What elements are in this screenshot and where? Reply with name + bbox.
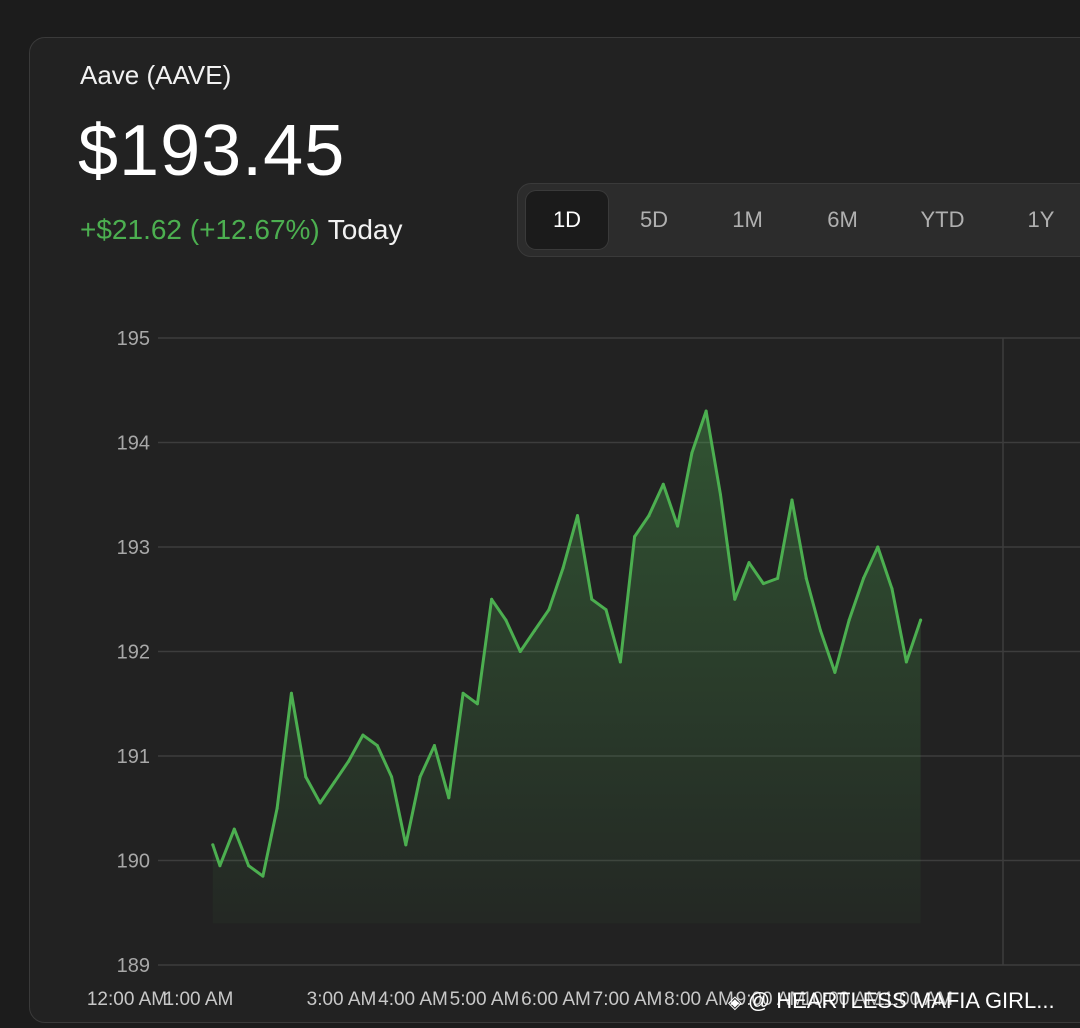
time-range-selector: 1D 5D 1M 6M YTD 1Y — [517, 183, 1080, 257]
price-point — [218, 864, 222, 868]
price-change: +$21.62 (+12.67%) — [80, 214, 320, 245]
x-tick-label: 6:00 AM — [521, 989, 591, 1010]
price-point — [819, 629, 823, 633]
price-point — [261, 874, 265, 878]
y-tick-label: 189 — [117, 955, 150, 977]
x-tick-label: 1:00 AM — [164, 989, 234, 1010]
price-point — [790, 498, 794, 502]
price-point — [561, 566, 565, 570]
price-point — [432, 744, 436, 748]
price-point — [704, 409, 708, 413]
price-point — [575, 514, 579, 518]
x-tick-label: 12:00 AM — [87, 989, 167, 1010]
x-tick-label: 4:00 AM — [378, 989, 448, 1010]
price-point — [876, 545, 880, 549]
x-tick-label: 8:00 AM — [664, 989, 734, 1010]
current-price: $193.45 — [78, 111, 346, 191]
range-tab-5d[interactable]: 5D — [639, 207, 669, 232]
y-tick-label: 194 — [117, 433, 150, 455]
range-tab-1d[interactable]: 1D — [526, 191, 608, 249]
price-point — [461, 691, 465, 695]
watermark-text: @ HEARTLESS MAFIA GIRL... — [747, 988, 1055, 1013]
x-tick-label: 7:00 AM — [593, 989, 663, 1010]
price-point — [776, 576, 780, 580]
price-point — [447, 796, 451, 800]
price-point — [361, 733, 365, 737]
price-point — [590, 597, 594, 601]
price-point — [676, 524, 680, 528]
price-point — [604, 608, 608, 612]
y-tick-label: 191 — [117, 746, 150, 768]
price-change-row: +$21.62 (+12.67%) Today — [80, 214, 402, 246]
x-tick-label: 3:00 AM — [307, 989, 377, 1010]
y-tick-label: 190 — [117, 851, 150, 873]
price-point — [289, 691, 293, 695]
range-tab-1y[interactable]: 1Y — [1027, 207, 1055, 232]
price-point — [247, 864, 251, 868]
range-tab-6m[interactable]: 6M — [827, 207, 858, 232]
price-point — [890, 587, 894, 591]
watermark: ◈ @ HEARTLESS MAFIA GIRL... — [728, 988, 1055, 1014]
x-tick-label: 11:00 AM — [874, 989, 953, 1010]
price-point — [718, 493, 722, 497]
x-tick-label: 9:00 AM — [736, 989, 806, 1010]
price-point — [647, 514, 651, 518]
price-points — [211, 409, 923, 878]
price-point — [847, 618, 851, 622]
price-point — [547, 608, 551, 612]
diamond-logo-icon: ◈ — [728, 992, 742, 1012]
price-point — [390, 775, 394, 779]
change-period: Today — [327, 214, 403, 245]
price-point — [318, 801, 322, 805]
price-point — [211, 843, 215, 847]
asset-name: Aave (AAVE) — [80, 60, 232, 90]
price-point — [404, 843, 408, 847]
price-point — [690, 451, 694, 455]
price-point — [733, 597, 737, 601]
price-point — [518, 650, 522, 653]
price-point — [504, 618, 508, 622]
price-point — [490, 597, 494, 601]
price-area-fill — [212, 411, 921, 924]
x-tick-label: 10:00 AM — [802, 989, 882, 1010]
price-point — [347, 759, 351, 763]
price-point — [375, 744, 379, 748]
price-point — [332, 780, 336, 784]
price-point — [861, 576, 865, 580]
y-tick-label: 192 — [117, 642, 150, 664]
price-point — [761, 582, 765, 586]
y-tick-label: 195 — [117, 328, 150, 350]
x-tick-label: 5:00 AM — [450, 989, 520, 1010]
price-point — [418, 775, 422, 779]
price-point — [275, 806, 279, 810]
y-tick-label: 193 — [117, 537, 150, 559]
price-point — [904, 660, 908, 664]
price-point — [232, 827, 236, 831]
price-point — [747, 561, 751, 565]
price-point — [618, 660, 622, 664]
chart-axes: 195 194 193 192 191 190 189 12:00 AM1:00 AM 3:00… — [87, 328, 953, 1010]
price-point — [919, 618, 923, 622]
price-point — [661, 482, 665, 486]
range-tab-1m[interactable]: 1M — [732, 207, 763, 232]
price-point — [304, 775, 308, 779]
price-point — [833, 670, 837, 674]
price-point — [533, 629, 537, 633]
price-point — [633, 535, 637, 539]
range-tab-ytd[interactable]: YTD — [920, 207, 965, 232]
price-point — [804, 576, 808, 580]
price-point — [475, 702, 479, 706]
